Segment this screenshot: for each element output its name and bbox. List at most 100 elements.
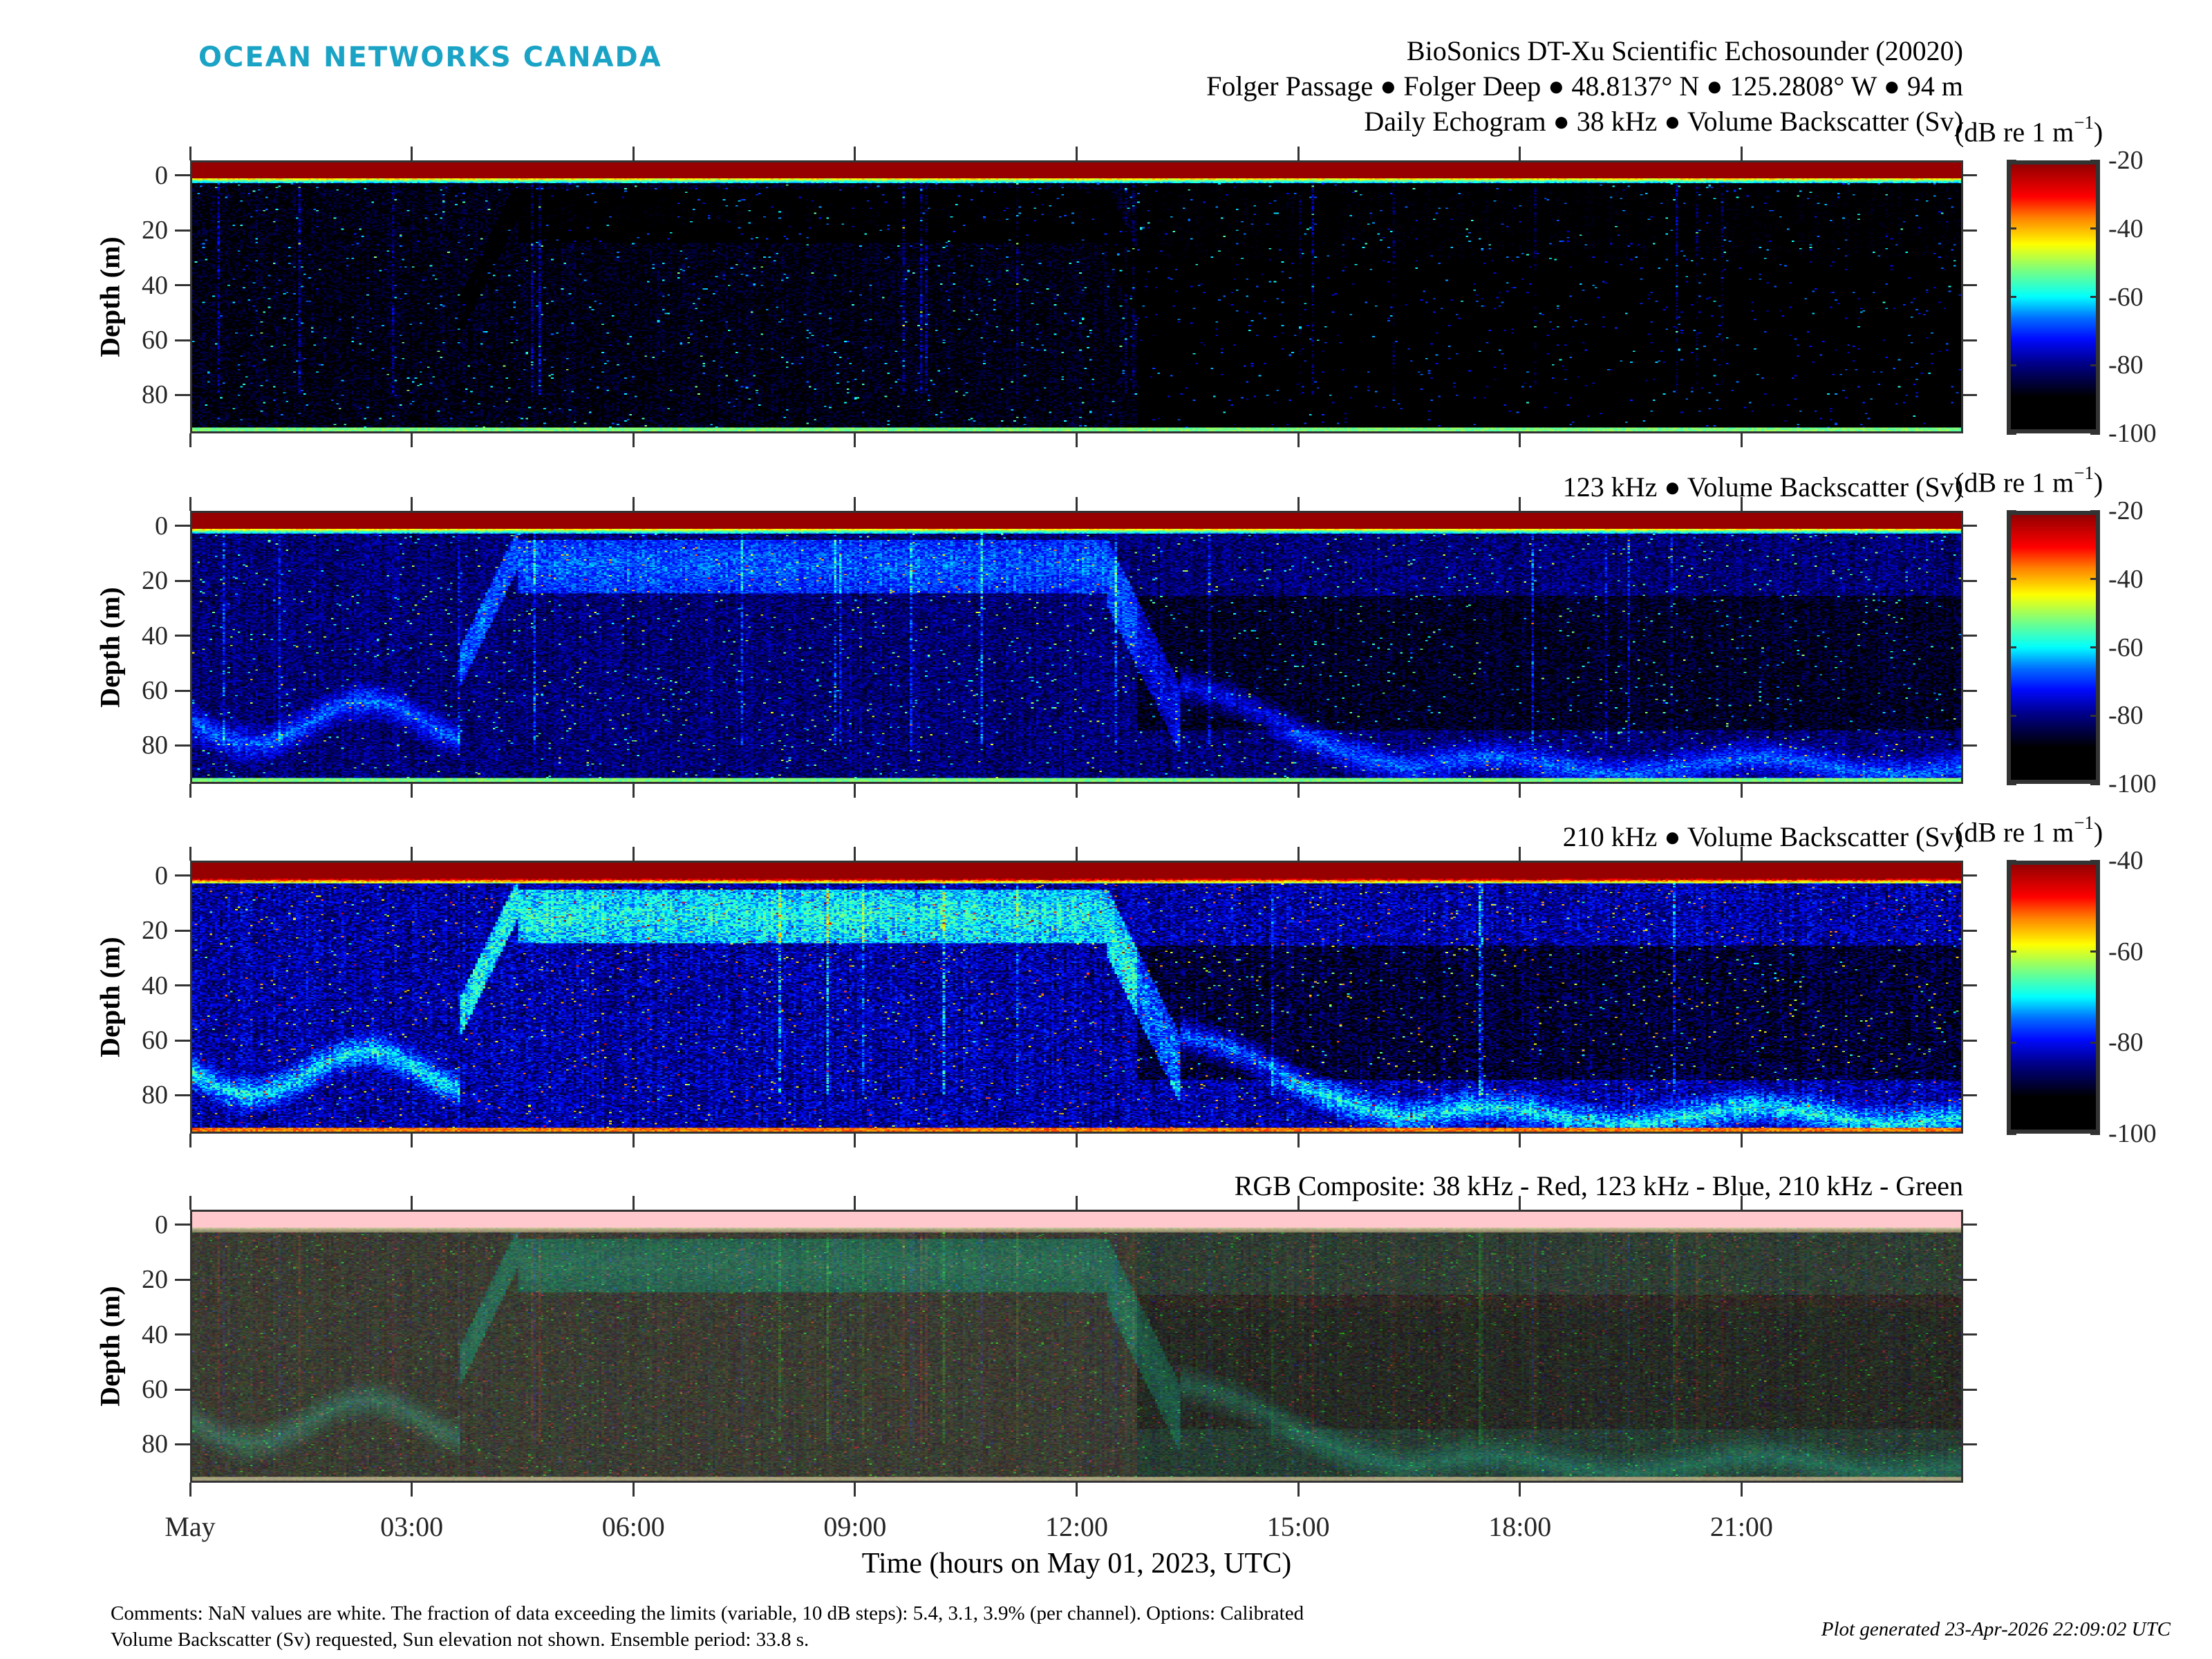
echogram-image-38khz [192,162,1961,431]
title-echogram: Daily Echogram ● 38 kHz ● Volume Backsca… [1364,106,1963,137]
y-tick-label: 40 [142,971,168,1000]
colorbar-tick-label: -60 [2108,282,2144,312]
colorbar-tick [2090,1132,2100,1135]
colorbar-tick [2007,509,2016,512]
x-tick-bottom [854,433,856,447]
x-tick-label: 18:00 [1488,1511,1552,1542]
x-tick-top [189,847,191,861]
y-tick-label: 40 [142,621,168,650]
x-tick-bottom [189,433,191,447]
x-tick-top [411,847,413,861]
y-tick [175,689,190,692]
x-tick-top [1076,847,1078,861]
title-location: Folger Passage ● Folger Deep ● 48.8137° … [1206,71,1963,102]
x-tick-bottom [1297,1483,1300,1497]
colorbar-tick-label: -40 [2108,214,2144,243]
unit-exponent: −1 [2074,112,2094,133]
colorbar-tick [2090,714,2100,717]
colorbar-tick [2090,509,2100,512]
unit-base: (dB re 1 m [1955,116,2074,148]
y-axis-label: Depth (m) [94,1285,126,1407]
x-tick-top [1076,147,1078,160]
y-tick [175,229,190,232]
x-tick-top [854,1196,856,1210]
y-tick-label: 0 [155,511,168,541]
x-tick-top [854,147,856,160]
colorbar-tick [2007,296,2016,298]
colorbar-tick [2007,1132,2016,1135]
x-tick-bottom [1297,784,1300,798]
colorbar-tick [2090,859,2100,862]
y-tick [175,1333,190,1336]
echogram-plot-123khz [190,511,1963,784]
unit-close: ) [2093,816,2103,848]
y-tick-right [1963,174,1977,177]
x-tick-top [1740,497,1743,511]
colorbar-tick [2007,782,2016,785]
x-tick-label: May [165,1511,216,1542]
x-tick-bottom [411,433,413,447]
y-tick-label: 20 [142,916,168,946]
x-tick-bottom [411,784,413,798]
x-tick-bottom [854,784,856,798]
colorbar-tick-label: -100 [2108,1119,2157,1148]
y-tick [175,1039,190,1042]
y-tick-right [1963,339,1977,341]
y-tick-right [1963,1443,1977,1445]
y-tick [175,393,190,396]
x-tick-top [1519,147,1521,160]
y-tick-label: 60 [142,1026,168,1056]
y-tick-label: 0 [155,861,168,890]
colorbar-123khz [2007,511,2100,784]
x-tick-top [1740,847,1743,861]
x-tick-bottom [411,1483,413,1497]
x-tick-bottom [1076,1134,1078,1147]
echogram-plot-38khz [190,160,1963,433]
colorbar-tick [2007,432,2016,435]
x-tick-bottom [1076,433,1078,447]
unit-close: ) [2093,467,2103,498]
colorbar-tick [2007,714,2016,717]
y-tick [175,525,190,527]
unit-exponent: −1 [2074,812,2094,833]
x-tick-bottom [1519,1134,1521,1147]
x-tick-top [411,147,413,160]
x-tick-top [1519,497,1521,511]
x-tick-top [854,847,856,861]
x-tick-top [189,1196,191,1210]
x-tick-bottom [1076,1483,1078,1497]
colorbar-tick-label: -80 [2108,350,2144,380]
echogram-image-210khz [192,863,1961,1132]
y-tick-label: 0 [155,160,168,190]
colorbar-unit-label-38khz: (dB re 1 m−1) [1955,112,2103,148]
y-tick-right [1963,744,1977,747]
colorbar-tick [2007,646,2016,648]
colorbar-tick-label: -80 [2108,701,2144,731]
x-tick-top [1297,847,1300,861]
x-tick-top [189,147,191,160]
colorbar-tick [2007,227,2016,230]
unit-exponent: −1 [2074,462,2094,483]
x-tick-top [632,847,635,861]
x-tick-bottom [1519,784,1521,798]
colorbar-tick-label: -40 [2108,564,2144,594]
x-tick-bottom [1519,1483,1521,1497]
y-tick-label: 0 [155,1210,168,1239]
colorbar-tick [2007,578,2016,581]
y-tick-label: 80 [142,731,168,760]
x-tick-top [1519,847,1521,861]
x-tick-bottom [854,1483,856,1497]
x-tick-bottom [1740,1483,1743,1497]
y-tick-right [1963,1388,1977,1391]
colorbar-tick-label: -100 [2108,419,2157,448]
x-tick-bottom [1519,433,1521,447]
y-tick [175,744,190,747]
y-tick [175,984,190,987]
comments-line-1: Comments: NaN values are white. The frac… [111,1602,1304,1624]
x-tick-top [1076,1196,1078,1210]
y-tick [175,874,190,877]
unit-base: (dB re 1 m [1955,816,2074,848]
x-tick-label: 06:00 [601,1511,665,1542]
echogram-image-rgb [192,1212,1961,1481]
x-tick-top [411,1196,413,1210]
